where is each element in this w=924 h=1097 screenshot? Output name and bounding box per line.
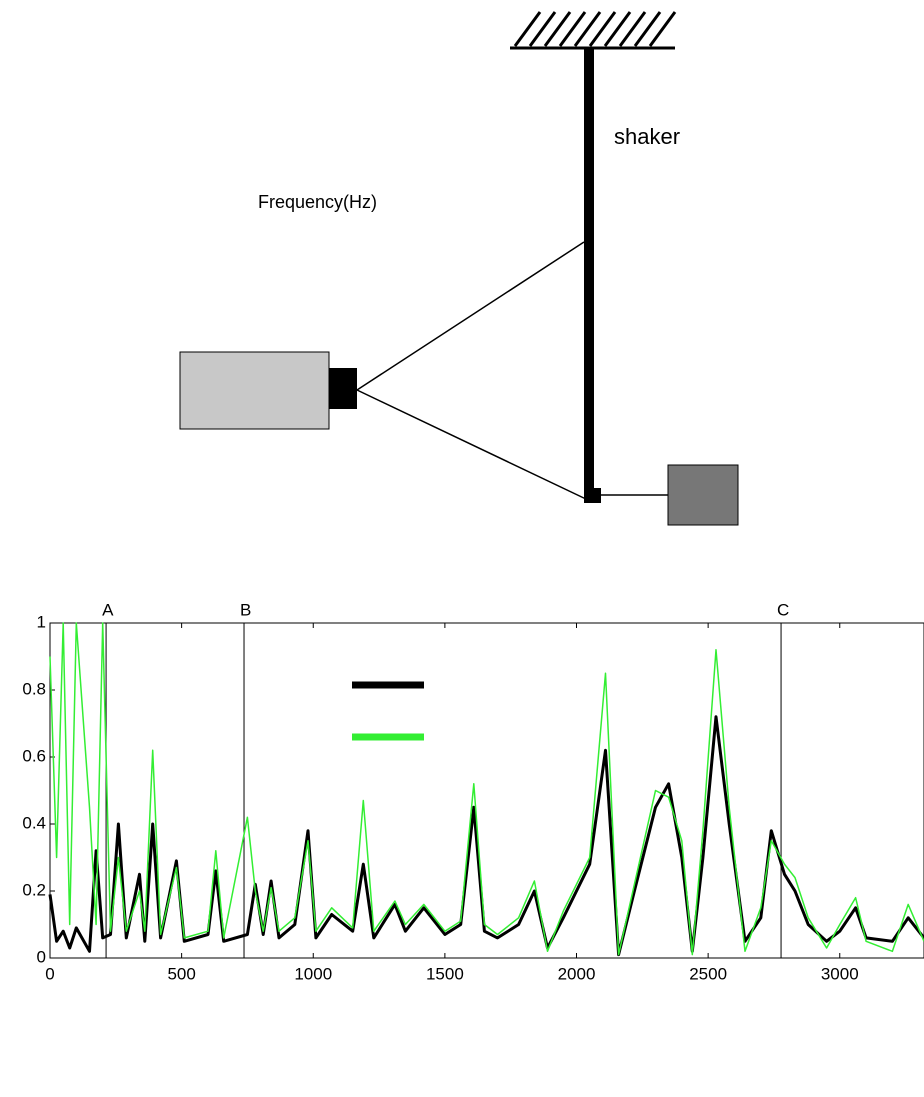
view-line [356, 389, 589, 501]
y-tick-label: 0.6 [22, 746, 46, 765]
x-tick-label: 2500 [689, 964, 727, 983]
x-tick-label: 3000 [821, 964, 859, 983]
marker-label: B [240, 600, 251, 619]
y-tick-label: 0 [37, 947, 46, 966]
y-tick-label: 0.8 [22, 679, 46, 698]
diagram: shaker Frequency(Hz) [179, 11, 739, 526]
shaker-label: shaker [614, 124, 680, 149]
y-tick-label: 0.2 [22, 880, 46, 899]
marker-label: A [102, 600, 114, 619]
camera-lens [329, 368, 357, 409]
mass [585, 488, 601, 503]
chart: 0 500 1000 1500 2000 2500 3000 0 0.2 0.4 0.6 0.8 1 A B… [22, 600, 924, 983]
beam [584, 48, 594, 503]
camera [179, 351, 330, 430]
series-line [49, 622, 924, 956]
series-line [48, 715, 924, 957]
marker-label: C [777, 600, 789, 619]
y-tick-label: 0.4 [22, 813, 46, 832]
x-tick-label: 500 [167, 964, 195, 983]
shaker-box [667, 464, 739, 526]
plot-frame [49, 622, 924, 959]
view-line [356, 241, 585, 391]
x-tick-label: 0 [45, 964, 54, 983]
x-tick-label: 2000 [558, 964, 596, 983]
x-tick-label: 1000 [294, 964, 332, 983]
y-tick-label: 1 [37, 612, 46, 631]
frequency-label: Frequency(Hz) [258, 192, 377, 212]
hatch [510, 11, 677, 50]
x-tick-label: 1500 [426, 964, 464, 983]
